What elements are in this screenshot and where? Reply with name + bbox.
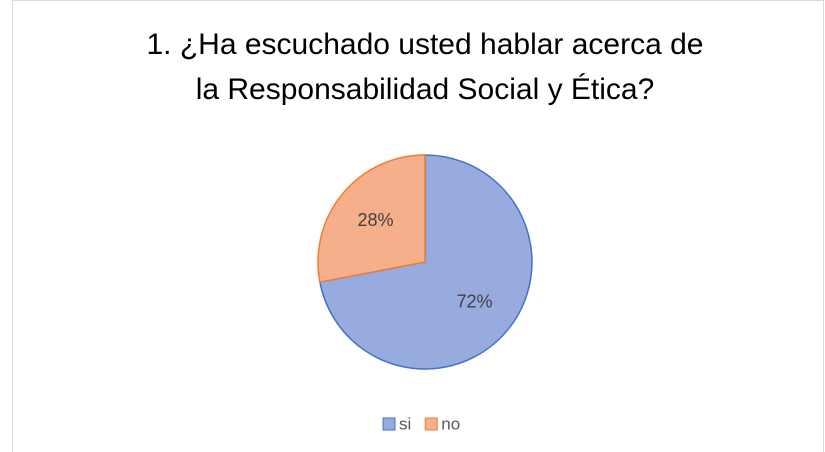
- chart-title: la Responsabilidad Social y Ética?: [196, 73, 655, 106]
- legend-label: no: [441, 414, 460, 433]
- legend-swatch: [424, 417, 438, 431]
- legend-label: si: [399, 414, 411, 433]
- chart-title: 1. ¿Ha escuchado usted hablar acerca de: [146, 28, 703, 61]
- pie-slice: [319, 154, 533, 370]
- legend-swatch: [382, 417, 396, 431]
- pie-slice: [317, 154, 426, 283]
- data-label: 72%: [456, 292, 492, 312]
- data-label: 28%: [358, 210, 394, 230]
